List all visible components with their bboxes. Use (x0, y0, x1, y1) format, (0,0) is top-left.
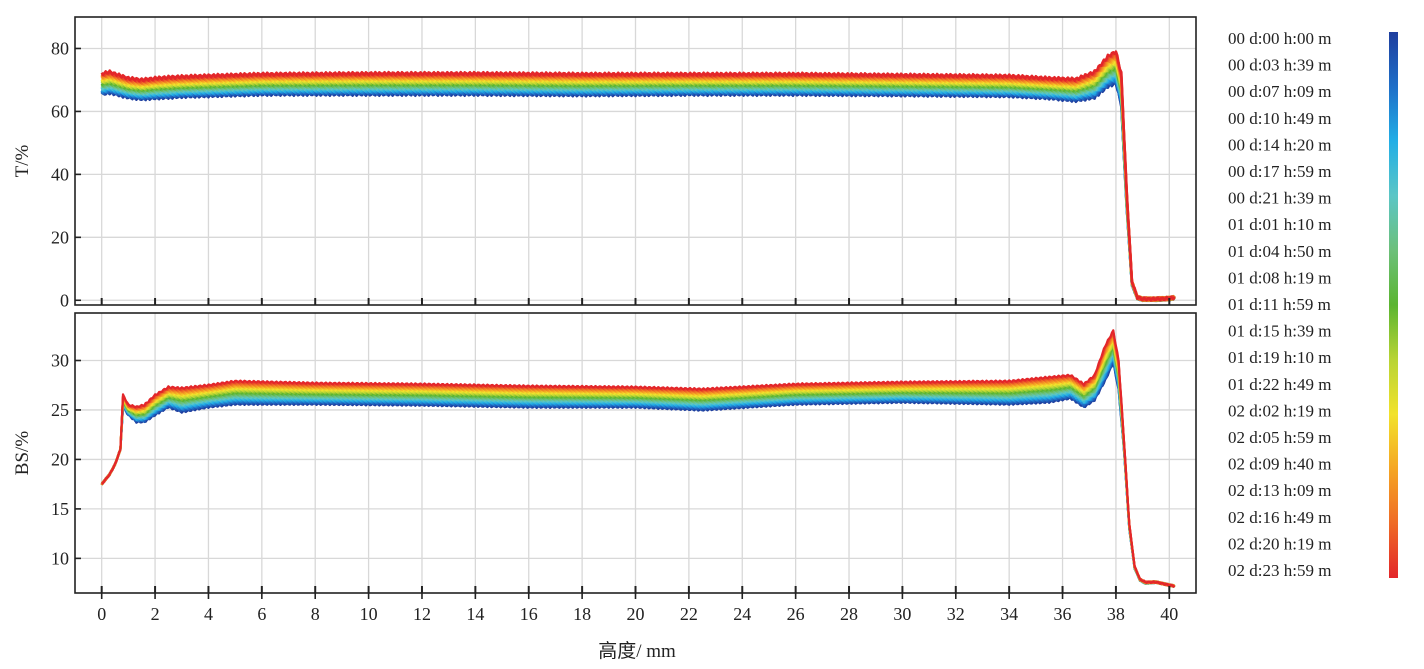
x-tick-label: 32 (947, 604, 965, 624)
y-tick-label: 20 (51, 227, 69, 247)
legend-entry: 00 d:07 h:09 m (1228, 82, 1331, 101)
legend-entry: 01 d:04 h:50 m (1228, 242, 1331, 261)
y-tick-label: 80 (51, 38, 69, 58)
legend-entry: 00 d:14 h:20 m (1228, 135, 1331, 154)
x-tick-label: 6 (257, 604, 266, 624)
legend-entry: 01 d:22 h:49 m (1228, 375, 1331, 394)
legend-entry: 01 d:19 h:10 m (1228, 348, 1331, 367)
legend-entry: 00 d:03 h:39 m (1228, 56, 1331, 75)
x-tick-label: 36 (1054, 604, 1072, 624)
legend-entry: 01 d:15 h:39 m (1228, 322, 1331, 341)
x-tick-label: 34 (1000, 604, 1018, 624)
x-tick-label: 28 (840, 604, 858, 624)
x-tick-label: 14 (466, 604, 484, 624)
legend-entry: 02 d:16 h:49 m (1228, 508, 1331, 527)
legend-entry: 01 d:11 h:59 m (1228, 295, 1331, 314)
x-tick-label: 0 (97, 604, 106, 624)
legend: 00 d:00 h:00 m 00 d:03 h:39 m 00 d:07 h:09… (1228, 29, 1331, 580)
x-tick-label: 10 (360, 604, 378, 624)
y-tick-label: 10 (51, 548, 69, 568)
y-tick-label: 40 (51, 164, 69, 184)
y-axis-title: T/% (12, 144, 33, 177)
transmission-panel: 0 20 40 60 80 T/% (12, 16, 1197, 310)
time-colorbar (1389, 32, 1398, 578)
series-group (100, 329, 1176, 588)
y-tick-label: 0 (60, 290, 69, 310)
legend-entry: 00 d:00 h:00 m (1228, 29, 1331, 48)
y-tick-label: 60 (51, 101, 69, 121)
x-tick-label: 38 (1107, 604, 1125, 624)
y-tick-label: 25 (51, 400, 69, 420)
x-tick-label: 8 (311, 604, 320, 624)
legend-entry: 02 d:05 h:59 m (1228, 428, 1331, 447)
x-tick-label: 40 (1160, 604, 1178, 624)
x-tick-label: 4 (204, 604, 213, 624)
y-tick-label: 20 (51, 449, 69, 469)
x-tick-label: 2 (151, 604, 160, 624)
legend-entry: 00 d:21 h:39 m (1228, 189, 1331, 208)
y-tick-label: 15 (51, 499, 69, 519)
legend-entry: 00 d:17 h:59 m (1228, 162, 1331, 181)
x-axis-title: 高度/ mm (598, 640, 676, 662)
x-tick-label: 22 (680, 604, 698, 624)
x-tick-label: 26 (787, 604, 805, 624)
legend-entry: 02 d:20 h:19 m (1228, 534, 1331, 553)
x-tick-label: 16 (520, 604, 538, 624)
legend-entry: 00 d:10 h:49 m (1228, 109, 1331, 128)
x-tick-label: 20 (627, 604, 645, 624)
x-tick-label: 12 (413, 604, 431, 624)
legend-entry: 02 d:23 h:59 m (1228, 561, 1331, 580)
x-tick-label: 24 (733, 604, 751, 624)
series-line (101, 329, 1176, 588)
y-tick-label: 30 (51, 350, 69, 370)
x-tick-label: 18 (573, 604, 591, 624)
legend-entry: 01 d:01 h:10 m (1228, 215, 1331, 234)
legend-entry: 02 d:09 h:40 m (1228, 455, 1331, 474)
legend-entry: 01 d:08 h:19 m (1228, 268, 1331, 287)
x-tick-label: 30 (893, 604, 911, 624)
series-line (100, 50, 1176, 302)
y-axis-title: BS/% (12, 431, 33, 476)
legend-entry: 02 d:02 h:19 m (1228, 401, 1331, 420)
series-group (100, 50, 1176, 303)
legend-entry: 02 d:13 h:09 m (1228, 481, 1331, 500)
